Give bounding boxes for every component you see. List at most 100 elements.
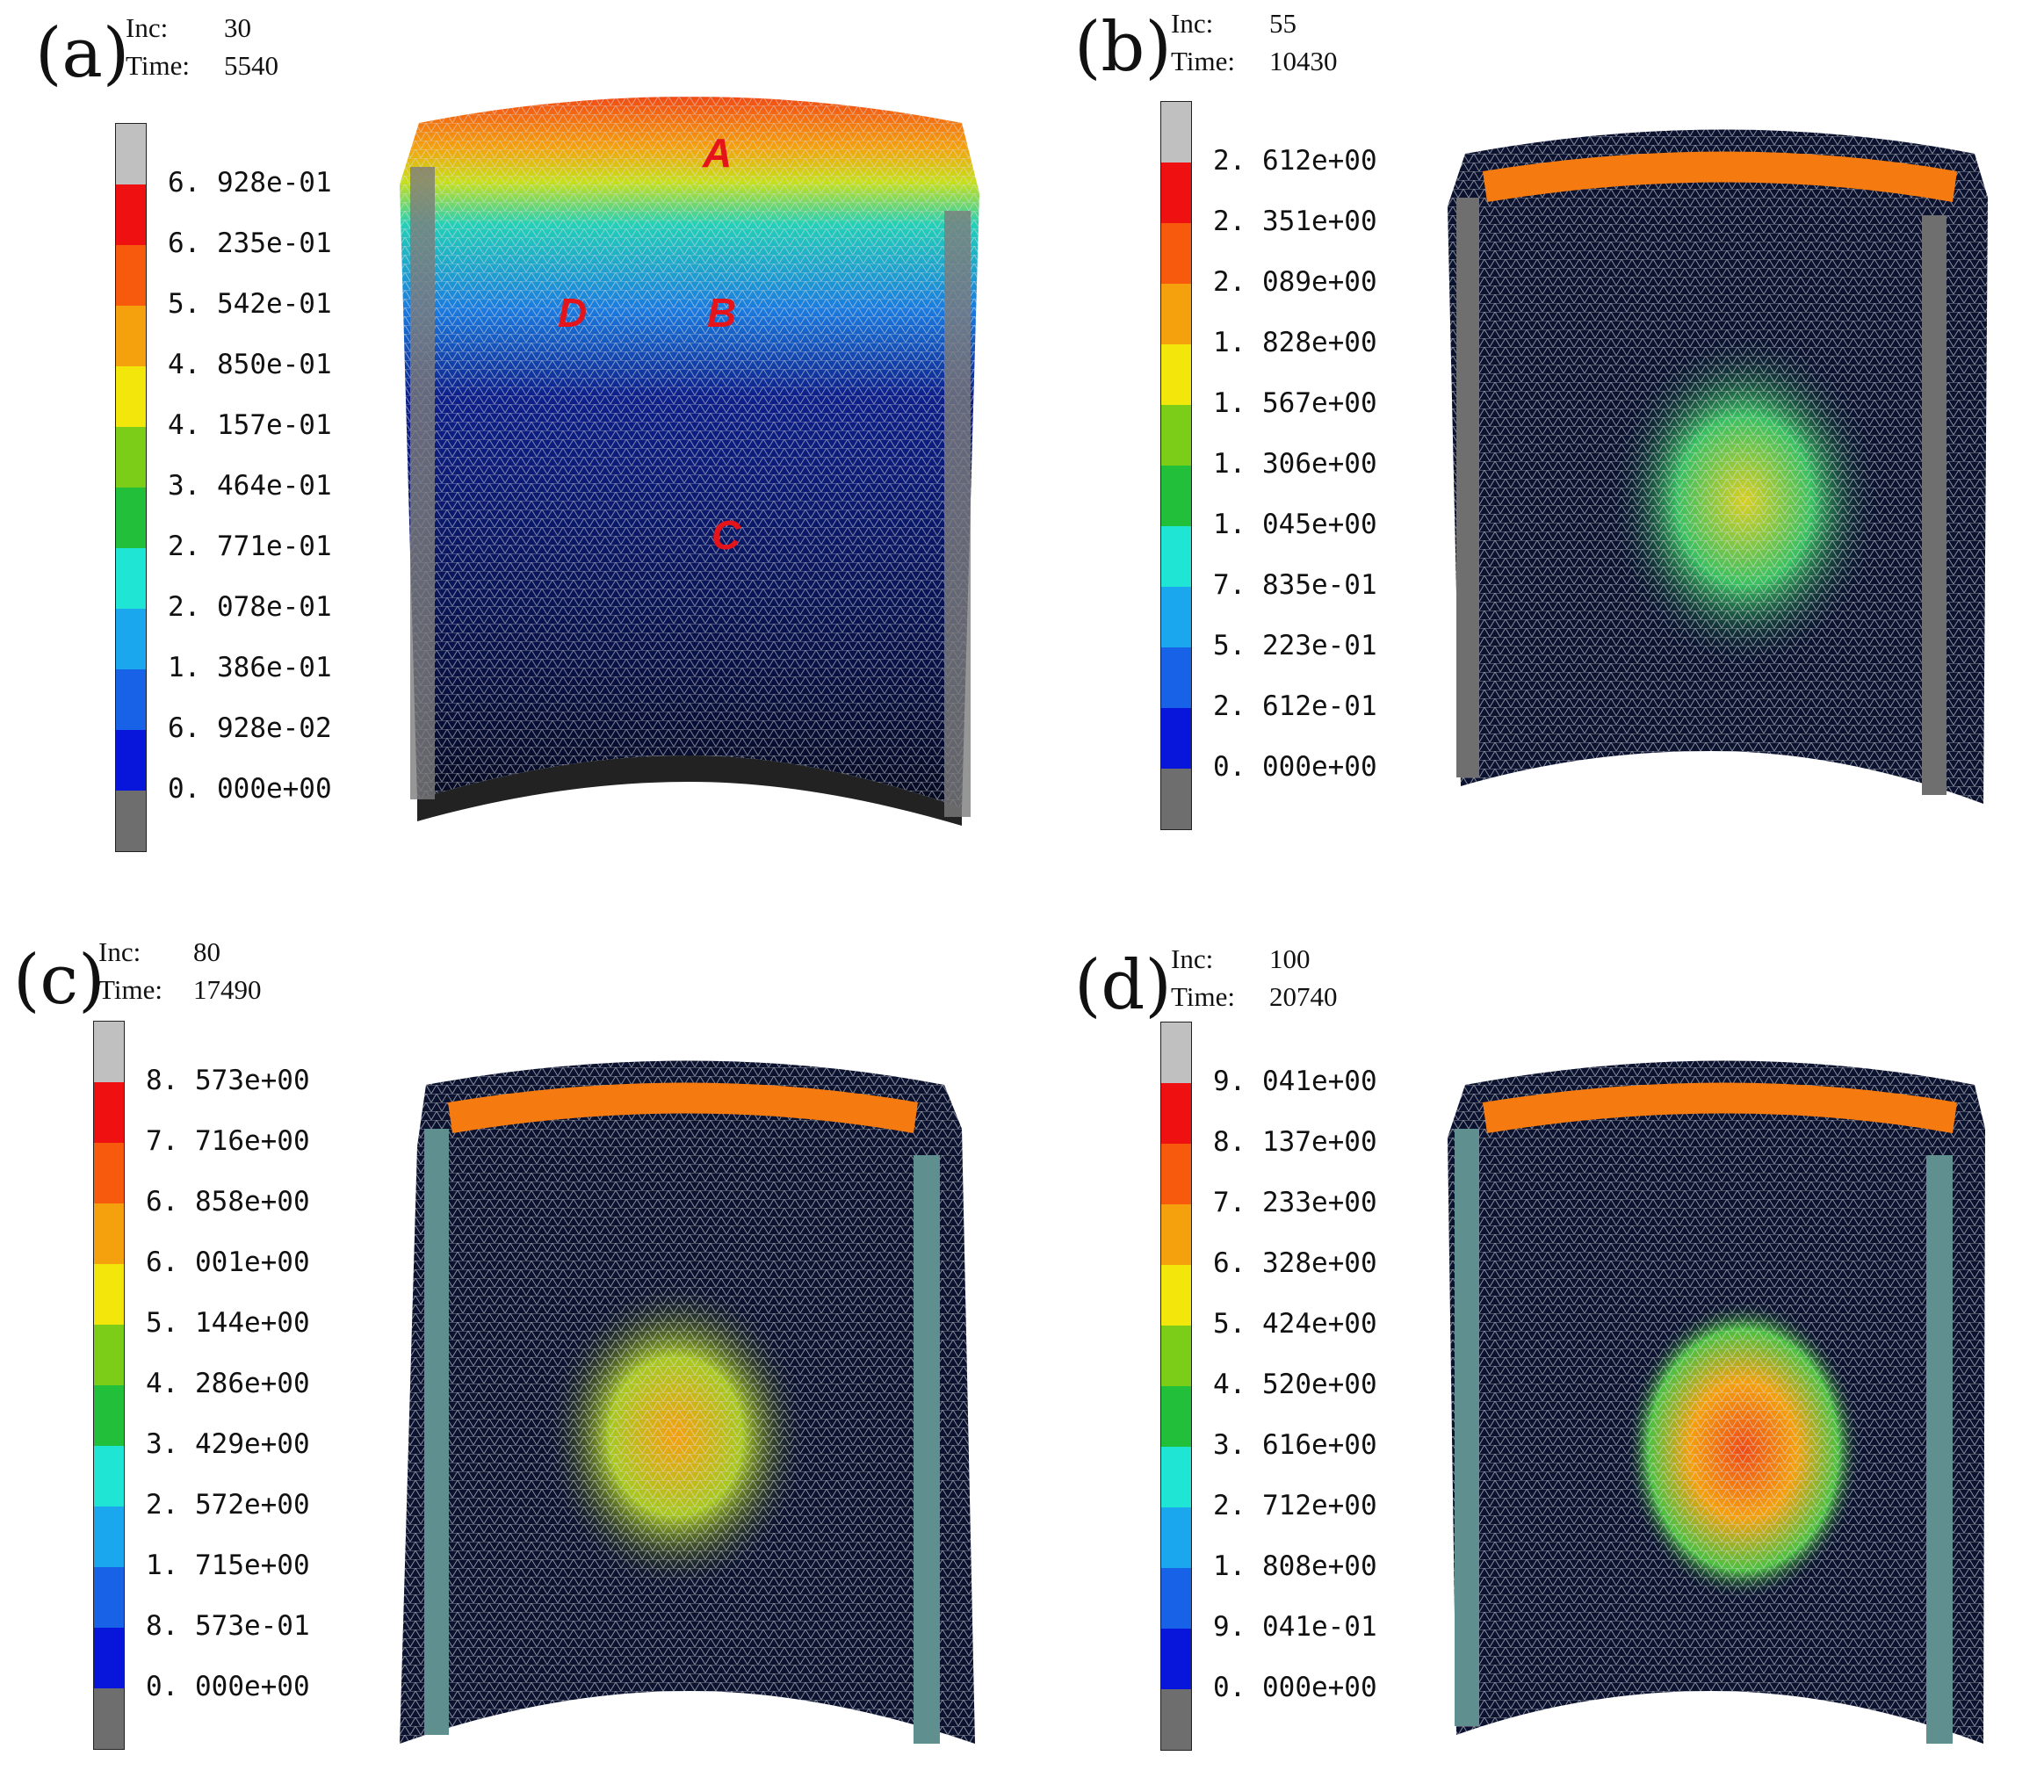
legend-tick-label: 2. 712e+00 xyxy=(1213,1490,1377,1521)
legend-tick-label: 6. 928e-01 xyxy=(168,167,332,199)
legend-swatch xyxy=(116,245,146,306)
annotation-d: D xyxy=(558,290,587,336)
panel-a: (a) Inc: 30 Time: 5540 6. 928e-01 6. 235e-0… xyxy=(0,0,1022,896)
legend-swatch xyxy=(1161,163,1191,223)
increment-header: Inc: 80 Time: 17490 xyxy=(98,933,309,1008)
legend-swatch xyxy=(1161,1386,1191,1447)
legend-tick-label: 2. 612e-01 xyxy=(1213,690,1377,722)
legend-swatch xyxy=(1161,526,1191,587)
legend-tick-label: 1. 306e+00 xyxy=(1213,448,1377,480)
legend-swatch xyxy=(1161,647,1191,708)
time-value: 10430 xyxy=(1269,46,1338,76)
panel-d: (d) Inc: 100 Time: 20740 9. 041e+00 8. 137e… xyxy=(1022,896,2043,1792)
inc-value: 80 xyxy=(193,936,220,967)
inc-key: Inc: xyxy=(1171,8,1214,39)
legend-tick-label: 6. 928e-02 xyxy=(168,712,332,744)
legend-tick-label: 9. 041e+00 xyxy=(1213,1066,1377,1097)
legend-swatch xyxy=(94,1203,124,1264)
legend-tick-label: 6. 001e+00 xyxy=(146,1246,310,1278)
legend-tick-label: 2. 351e+00 xyxy=(1213,206,1377,237)
legend-swatch xyxy=(94,1507,124,1567)
legend-tick-label: 7. 835e-01 xyxy=(1213,569,1377,601)
legend-swatch xyxy=(1161,1447,1191,1507)
time-key: Time: xyxy=(98,974,163,1005)
inc-value: 30 xyxy=(224,12,251,43)
legend-swatch xyxy=(1161,769,1191,829)
annotation-b: B xyxy=(707,290,736,336)
legend-swatch xyxy=(94,1446,124,1507)
legend-tick-label: 2. 771e-01 xyxy=(168,531,332,562)
inc-key: Inc: xyxy=(98,936,141,967)
legend-tick-label: 2. 612e+00 xyxy=(1213,145,1377,177)
increment-header: Inc: 100 Time: 20740 xyxy=(1171,940,1382,1015)
legend-tick-label: 0. 000e+00 xyxy=(1213,751,1377,783)
time-value: 20740 xyxy=(1269,981,1338,1012)
legend-tick-label: 5. 223e-01 xyxy=(1213,630,1377,661)
annotation-c: C xyxy=(711,512,741,558)
legend-swatch xyxy=(116,306,146,366)
legend-tick-label: 6. 858e+00 xyxy=(146,1186,310,1218)
legend-swatch xyxy=(1161,1507,1191,1568)
legend-tick-label: 7. 233e+00 xyxy=(1213,1187,1377,1218)
legend-tick-label: 6. 235e-01 xyxy=(168,228,332,259)
legend-swatch xyxy=(1161,587,1191,647)
increment-header: Inc: 30 Time: 5540 xyxy=(126,9,336,84)
legend-swatch xyxy=(1161,1144,1191,1204)
legend-swatch xyxy=(116,730,146,791)
legend-tick-label: 5. 542e-01 xyxy=(168,288,332,320)
panel-label: (a) xyxy=(35,14,130,93)
legend-tick-label: 4. 286e+00 xyxy=(146,1368,310,1399)
legend-swatch xyxy=(1161,223,1191,284)
legend-swatch xyxy=(94,1688,124,1749)
legend-swatch xyxy=(116,427,146,488)
legend-swatch xyxy=(94,1264,124,1325)
legend-swatch xyxy=(1161,1689,1191,1750)
legend-swatch xyxy=(1161,1083,1191,1144)
legend-swatch xyxy=(94,1022,124,1082)
legend-tick-label: 4. 850e-01 xyxy=(168,349,332,380)
panel-label: (b) xyxy=(1074,8,1172,87)
legend-tick-label: 4. 157e-01 xyxy=(168,409,332,441)
panel-label: (c) xyxy=(13,941,105,1020)
time-key: Time: xyxy=(1171,46,1235,76)
fem-model: A B C D xyxy=(400,97,979,826)
legend-tick-label: 9. 041e-01 xyxy=(1213,1611,1377,1643)
legend-swatch xyxy=(94,1628,124,1688)
panel-c: (c) Inc: 80 Time: 17490 8. 573e+00 7. 716e+… xyxy=(0,896,1022,1792)
panel-label: (d) xyxy=(1074,946,1172,1025)
legend-tick-label: 0. 000e+00 xyxy=(1213,1672,1377,1703)
legend-colorbar xyxy=(1160,101,1192,830)
legend-swatch xyxy=(1161,1568,1191,1629)
legend-swatch xyxy=(1161,1265,1191,1326)
legend-swatch xyxy=(116,366,146,427)
legend-tick-label: 5. 424e+00 xyxy=(1213,1308,1377,1340)
legend-swatch xyxy=(116,488,146,548)
inc-value: 100 xyxy=(1269,943,1311,974)
legend-swatch xyxy=(116,548,146,609)
legend-tick-label: 1. 045e+00 xyxy=(1213,509,1377,540)
legend-swatch xyxy=(116,791,146,851)
legend-swatch xyxy=(94,1082,124,1143)
legend-tick-label: 8. 137e+00 xyxy=(1213,1126,1377,1158)
legend-tick-label: 3. 464e-01 xyxy=(168,470,332,502)
legend-swatch xyxy=(1161,1022,1191,1083)
inc-key: Inc: xyxy=(1171,943,1214,974)
fem-model xyxy=(1448,1060,1985,1744)
legend-tick-label: 1. 567e+00 xyxy=(1213,387,1377,419)
legend-tick-label: 5. 144e+00 xyxy=(146,1307,310,1339)
legend-tick-label: 0. 000e+00 xyxy=(146,1671,310,1702)
legend-swatch xyxy=(1161,1326,1191,1386)
inc-value: 55 xyxy=(1269,8,1296,39)
legend-colorbar xyxy=(93,1021,125,1750)
legend-tick-label: 6. 328e+00 xyxy=(1213,1247,1377,1279)
time-value: 17490 xyxy=(193,974,262,1005)
legend-swatch xyxy=(1161,102,1191,163)
legend-swatch xyxy=(116,669,146,730)
inc-key: Inc: xyxy=(126,12,169,43)
legend-tick-label: 1. 808e+00 xyxy=(1213,1550,1377,1582)
increment-header: Inc: 55 Time: 10430 xyxy=(1171,4,1382,80)
legend-colorbar xyxy=(115,123,147,852)
legend-colorbar xyxy=(1160,1022,1192,1751)
legend-swatch xyxy=(1161,344,1191,405)
legend-tick-label: 8. 573e-01 xyxy=(146,1610,310,1642)
